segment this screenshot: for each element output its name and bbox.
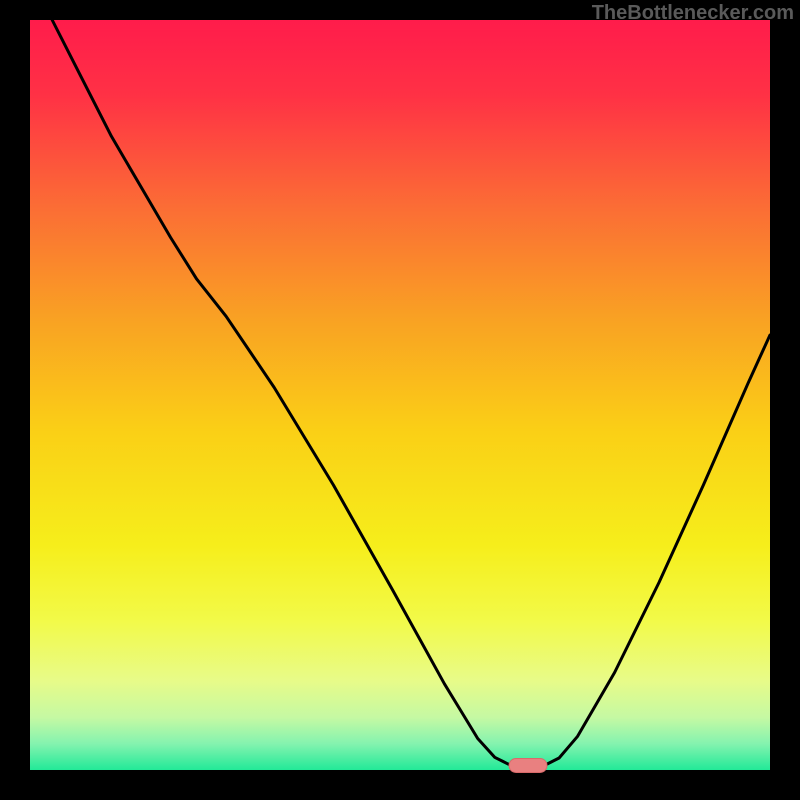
chart-container: TheBottlenecker.com (0, 0, 800, 800)
optimum-marker (509, 759, 547, 773)
chart-overlay (0, 0, 800, 800)
bottleneck-curve (52, 20, 770, 766)
attribution-text: TheBottlenecker.com (592, 2, 794, 25)
